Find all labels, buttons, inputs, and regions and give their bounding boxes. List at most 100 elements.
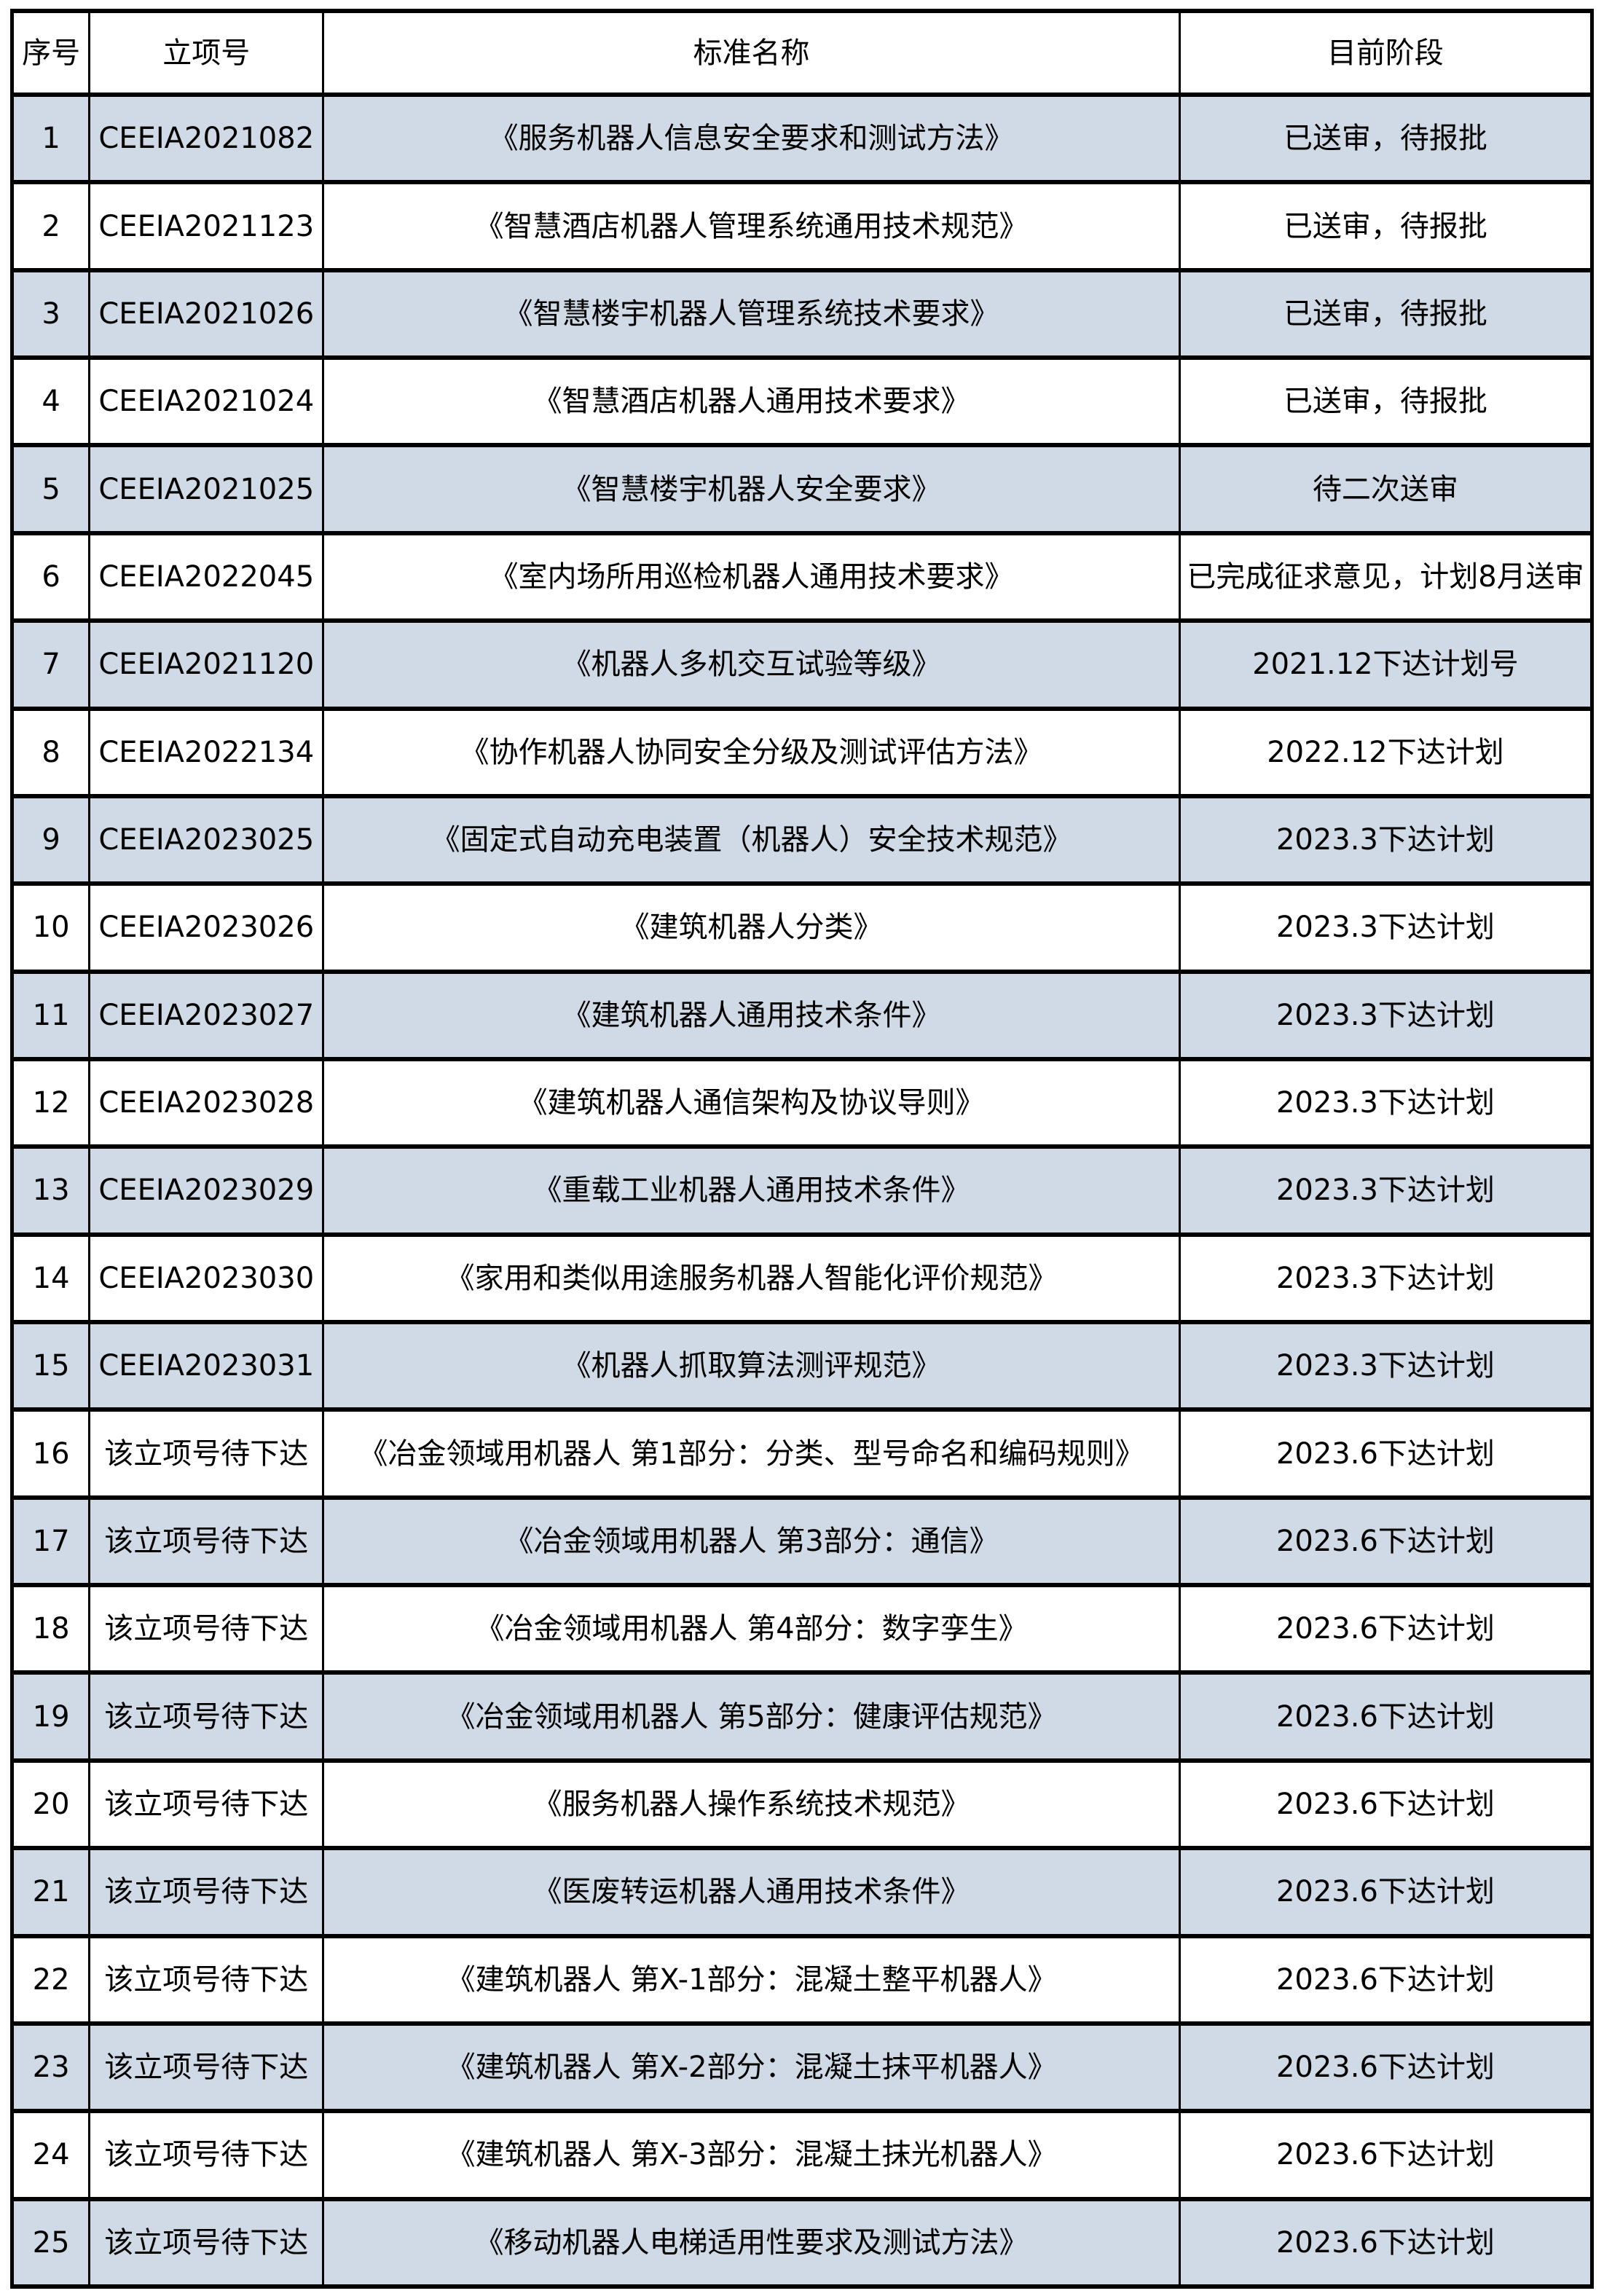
table-row: 23 该立项号待下达 《建筑机器人 第X-2部分：混凝土抹平机器人》 2023.… xyxy=(10,2021,1594,2114)
stage-cell: 2022.12下达计划 xyxy=(1178,706,1594,798)
standard-name-cell: 《建筑机器人 第X-1部分：混凝土整平机器人》 xyxy=(322,1933,1181,2026)
stage-cell: 2023.6下达计划 xyxy=(1178,2109,1594,2201)
row-number-cell: 3 xyxy=(10,267,91,361)
row-number-cell: 25 xyxy=(10,2196,91,2289)
table-row: 19 该立项号待下达 《冶金领域用机器人 第5部分：健康评估规范》 2023.6… xyxy=(10,1670,1594,1763)
row-number-cell: 6 xyxy=(10,530,91,624)
table-row: 14 CEEIA2023030 《家用和类似用途服务机器人智能化评价规范》 20… xyxy=(10,1232,1594,1325)
stage-cell: 已送审，待报批 xyxy=(1178,180,1594,272)
project-id-cell: 该立项号待下达 xyxy=(88,1583,325,1675)
standard-name-cell: 《冶金领域用机器人 第3部分：通信》 xyxy=(322,1495,1181,1588)
stage-cell: 已送审，待报批 xyxy=(1178,267,1594,361)
standard-name-cell: 《固定式自动充电装置（机器人）安全技术规范》 xyxy=(322,793,1181,886)
project-id-cell: 该立项号待下达 xyxy=(88,1846,325,1938)
project-id-cell: CEEIA2021082 xyxy=(88,92,325,185)
standard-name-cell: 《服务机器人操作系统技术规范》 xyxy=(322,1758,1181,1851)
project-id-cell: 该立项号待下达 xyxy=(88,2021,325,2114)
table-row: 18 该立项号待下达 《冶金领域用机器人 第4部分：数字孪生》 2023.6下达… xyxy=(10,1583,1594,1675)
standard-name-cell: 《建筑机器人通信架构及协议导则》 xyxy=(322,1056,1181,1149)
stage-cell: 2023.6下达计划 xyxy=(1178,1407,1594,1500)
project-id-cell: 该立项号待下达 xyxy=(88,2109,325,2201)
standard-name-cell: 《智慧楼宇机器人安全要求》 xyxy=(322,443,1181,535)
row-number-cell: 11 xyxy=(10,969,91,1061)
table-row: 4 CEEIA2021024 《智慧酒店机器人通用技术要求》 已送审，待报批 xyxy=(10,355,1594,448)
standard-name-cell: 《家用和类似用途服务机器人智能化评价规范》 xyxy=(322,1232,1181,1325)
row-number-cell: 8 xyxy=(10,706,91,798)
project-id-cell: CEEIA2022134 xyxy=(88,706,325,798)
stage-cell: 2023.6下达计划 xyxy=(1178,1583,1594,1675)
row-number-cell: 13 xyxy=(10,1144,91,1237)
project-id-cell: 该立项号待下达 xyxy=(88,1670,325,1763)
stage-cell: 已完成征求意见，计划8月送审 xyxy=(1178,530,1594,624)
standard-name-cell: 《智慧酒店机器人通用技术要求》 xyxy=(322,355,1181,448)
table-row: 9 CEEIA2023025 《固定式自动充电装置（机器人）安全技术规范》 20… xyxy=(10,793,1594,886)
table-row: 2 CEEIA2021123 《智慧酒店机器人管理系统通用技术规范》 已送审，待… xyxy=(10,180,1594,272)
standard-name-cell: 《移动机器人电梯适用性要求及测试方法》 xyxy=(322,2196,1181,2289)
project-id-cell: CEEIA2023031 xyxy=(88,1320,325,1412)
project-id-cell: CEEIA2023028 xyxy=(88,1056,325,1149)
project-id-cell: CEEIA2022045 xyxy=(88,530,325,624)
row-number-cell: 17 xyxy=(10,1495,91,1588)
stage-cell: 2023.6下达计划 xyxy=(1178,1933,1594,2026)
stage-cell: 2023.6下达计划 xyxy=(1178,2196,1594,2289)
column-header-id: 立项号 xyxy=(88,9,325,97)
table-row: 16 该立项号待下达 《冶金领域用机器人 第1部分：分类、型号命名和编码规则》 … xyxy=(10,1407,1594,1500)
standard-name-cell: 《冶金领域用机器人 第4部分：数字孪生》 xyxy=(322,1583,1181,1675)
table-row: 24 该立项号待下达 《建筑机器人 第X-3部分：混凝土抹光机器人》 2023.… xyxy=(10,2109,1594,2201)
standard-name-cell: 《室内场所用巡检机器人通用技术要求》 xyxy=(322,530,1181,624)
row-number-cell: 2 xyxy=(10,180,91,272)
stage-cell: 2023.6下达计划 xyxy=(1178,1495,1594,1588)
stage-cell: 2023.3下达计划 xyxy=(1178,1320,1594,1412)
column-header-no: 序号 xyxy=(10,9,91,97)
stage-cell: 2021.12下达计划号 xyxy=(1178,618,1594,711)
table-row: 21 该立项号待下达 《医废转运机器人通用技术条件》 2023.6下达计划 xyxy=(10,1846,1594,1938)
row-number-cell: 1 xyxy=(10,92,91,185)
stage-cell: 待二次送审 xyxy=(1178,443,1594,535)
standard-name-cell: 《冶金领域用机器人 第1部分：分类、型号命名和编码规则》 xyxy=(322,1407,1181,1500)
project-id-cell: 该立项号待下达 xyxy=(88,1933,325,2026)
row-number-cell: 15 xyxy=(10,1320,91,1412)
stage-cell: 2023.3下达计划 xyxy=(1178,793,1594,886)
table-row: 22 该立项号待下达 《建筑机器人 第X-1部分：混凝土整平机器人》 2023.… xyxy=(10,1933,1594,2026)
table-row: 7 CEEIA2021120 《机器人多机交互试验等级》 2021.12下达计划… xyxy=(10,618,1594,711)
standard-name-cell: 《冶金领域用机器人 第5部分：健康评估规范》 xyxy=(322,1670,1181,1763)
project-id-cell: CEEIA2021026 xyxy=(88,267,325,361)
table-row: 6 CEEIA2022045 《室内场所用巡检机器人通用技术要求》 已完成征求意… xyxy=(10,530,1594,624)
row-number-cell: 24 xyxy=(10,2109,91,2201)
standard-name-cell: 《机器人抓取算法测评规范》 xyxy=(322,1320,1181,1412)
stage-cell: 2023.3下达计划 xyxy=(1178,969,1594,1061)
standard-name-cell: 《建筑机器人 第X-3部分：混凝土抹光机器人》 xyxy=(322,2109,1181,2201)
table-row: 12 CEEIA2023028 《建筑机器人通信架构及协议导则》 2023.3下… xyxy=(10,1056,1594,1149)
table-row: 5 CEEIA2021025 《智慧楼宇机器人安全要求》 待二次送审 xyxy=(10,443,1594,535)
project-id-cell: 该立项号待下达 xyxy=(88,1758,325,1851)
row-number-cell: 21 xyxy=(10,1846,91,1938)
row-number-cell: 12 xyxy=(10,1056,91,1149)
stage-cell: 2023.6下达计划 xyxy=(1178,1758,1594,1851)
standard-name-cell: 《建筑机器人分类》 xyxy=(322,881,1181,974)
stage-cell: 2023.3下达计划 xyxy=(1178,1056,1594,1149)
row-number-cell: 16 xyxy=(10,1407,91,1500)
project-id-cell: CEEIA2021024 xyxy=(88,355,325,448)
table-row: 10 CEEIA2023026 《建筑机器人分类》 2023.3下达计划 xyxy=(10,881,1594,974)
row-number-cell: 5 xyxy=(10,443,91,535)
table-row: 3 CEEIA2021026 《智慧楼宇机器人管理系统技术要求》 已送审，待报批 xyxy=(10,267,1594,361)
project-id-cell: CEEIA2021120 xyxy=(88,618,325,711)
row-number-cell: 22 xyxy=(10,1933,91,2026)
table-row: 15 CEEIA2023031 《机器人抓取算法测评规范》 2023.3下达计划 xyxy=(10,1320,1594,1412)
standard-name-cell: 《重载工业机器人通用技术条件》 xyxy=(322,1144,1181,1237)
project-id-cell: CEEIA2023027 xyxy=(88,969,325,1061)
standard-name-cell: 《医废转运机器人通用技术条件》 xyxy=(322,1846,1181,1938)
header-row: 序号 立项号 标准名称 目前阶段 xyxy=(10,9,1594,97)
project-id-cell: CEEIA2023029 xyxy=(88,1144,325,1237)
stage-cell: 2023.6下达计划 xyxy=(1178,2021,1594,2114)
standard-name-cell: 《智慧酒店机器人管理系统通用技术规范》 xyxy=(322,180,1181,272)
table-row: 11 CEEIA2023027 《建筑机器人通用技术条件》 2023.3下达计划 xyxy=(10,969,1594,1061)
stage-cell: 2023.6下达计划 xyxy=(1178,1846,1594,1938)
standard-name-cell: 《协作机器人协同安全分级及测试评估方法》 xyxy=(322,706,1181,798)
standard-name-cell: 《建筑机器人 第X-2部分：混凝土抹平机器人》 xyxy=(322,2021,1181,2114)
stage-cell: 已送审，待报批 xyxy=(1178,92,1594,185)
column-header-stage: 目前阶段 xyxy=(1178,9,1594,97)
table-row: 20 该立项号待下达 《服务机器人操作系统技术规范》 2023.6下达计划 xyxy=(10,1758,1594,1851)
project-id-cell: CEEIA2023026 xyxy=(88,881,325,974)
